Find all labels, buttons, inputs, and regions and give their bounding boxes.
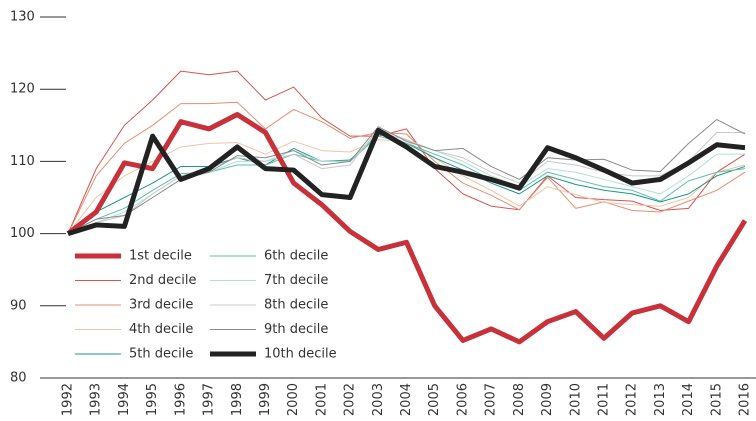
- legend-label: 6th decile: [264, 249, 328, 264]
- x-tick-label: 2002: [343, 383, 358, 416]
- x-tick-label: 1997: [202, 383, 217, 416]
- y-tick-label: 100: [10, 226, 35, 241]
- x-tick-label: 2004: [399, 383, 414, 416]
- x-tick-label: 2009: [540, 383, 555, 416]
- x-tick-label: 2008: [512, 383, 527, 416]
- x-tick-label: 2005: [427, 383, 442, 416]
- legend-label: 2nd decile: [129, 273, 197, 288]
- x-tick-label: 2006: [455, 383, 470, 416]
- legend-label: 5th decile: [129, 347, 193, 362]
- series-line: [67, 135, 746, 235]
- legend-label: 4th decile: [129, 322, 193, 337]
- series-line: [67, 70, 746, 234]
- series-line: [67, 127, 746, 236]
- y-tick-label: 90: [10, 298, 27, 313]
- x-tick-label: 2014: [681, 383, 696, 416]
- x-tick-label: 1999: [258, 383, 273, 416]
- series-line: [67, 101, 746, 234]
- x-tick-label: 1996: [173, 383, 188, 416]
- x-tick-label: 2012: [625, 383, 640, 416]
- x-tick-label: 1992: [61, 383, 76, 416]
- x-tick-label: 1993: [89, 383, 104, 416]
- x-tick-label: 2016: [738, 383, 753, 416]
- y-tick-label: 80: [10, 371, 27, 386]
- x-tick-label: 2001: [314, 383, 329, 416]
- y-tick-label: 130: [10, 10, 35, 25]
- y-tick-label: 110: [10, 154, 35, 169]
- legend-label: 8th decile: [264, 298, 328, 313]
- legend-label: 7th decile: [264, 273, 328, 288]
- x-tick-label: 1995: [145, 383, 160, 416]
- legend-label: 3rd decile: [129, 298, 193, 313]
- series-line: [66, 111, 748, 345]
- x-tick-label: 2011: [596, 383, 611, 416]
- legend-label: 9th decile: [264, 322, 328, 337]
- x-tick-label: 2010: [568, 383, 583, 416]
- y-tick-label: 120: [10, 82, 35, 97]
- x-tick-label: 1994: [117, 383, 132, 416]
- x-tick-label: 2013: [653, 383, 668, 416]
- legend-label: 10th decile: [264, 347, 337, 362]
- legend-label: 1st decile: [129, 249, 192, 264]
- x-tick-label: 2000: [286, 383, 301, 416]
- x-tick-label: 2003: [371, 383, 386, 416]
- x-tick-label: 1998: [230, 383, 245, 416]
- x-tick-label: 2007: [484, 383, 499, 416]
- x-tick-label: 2015: [709, 383, 724, 416]
